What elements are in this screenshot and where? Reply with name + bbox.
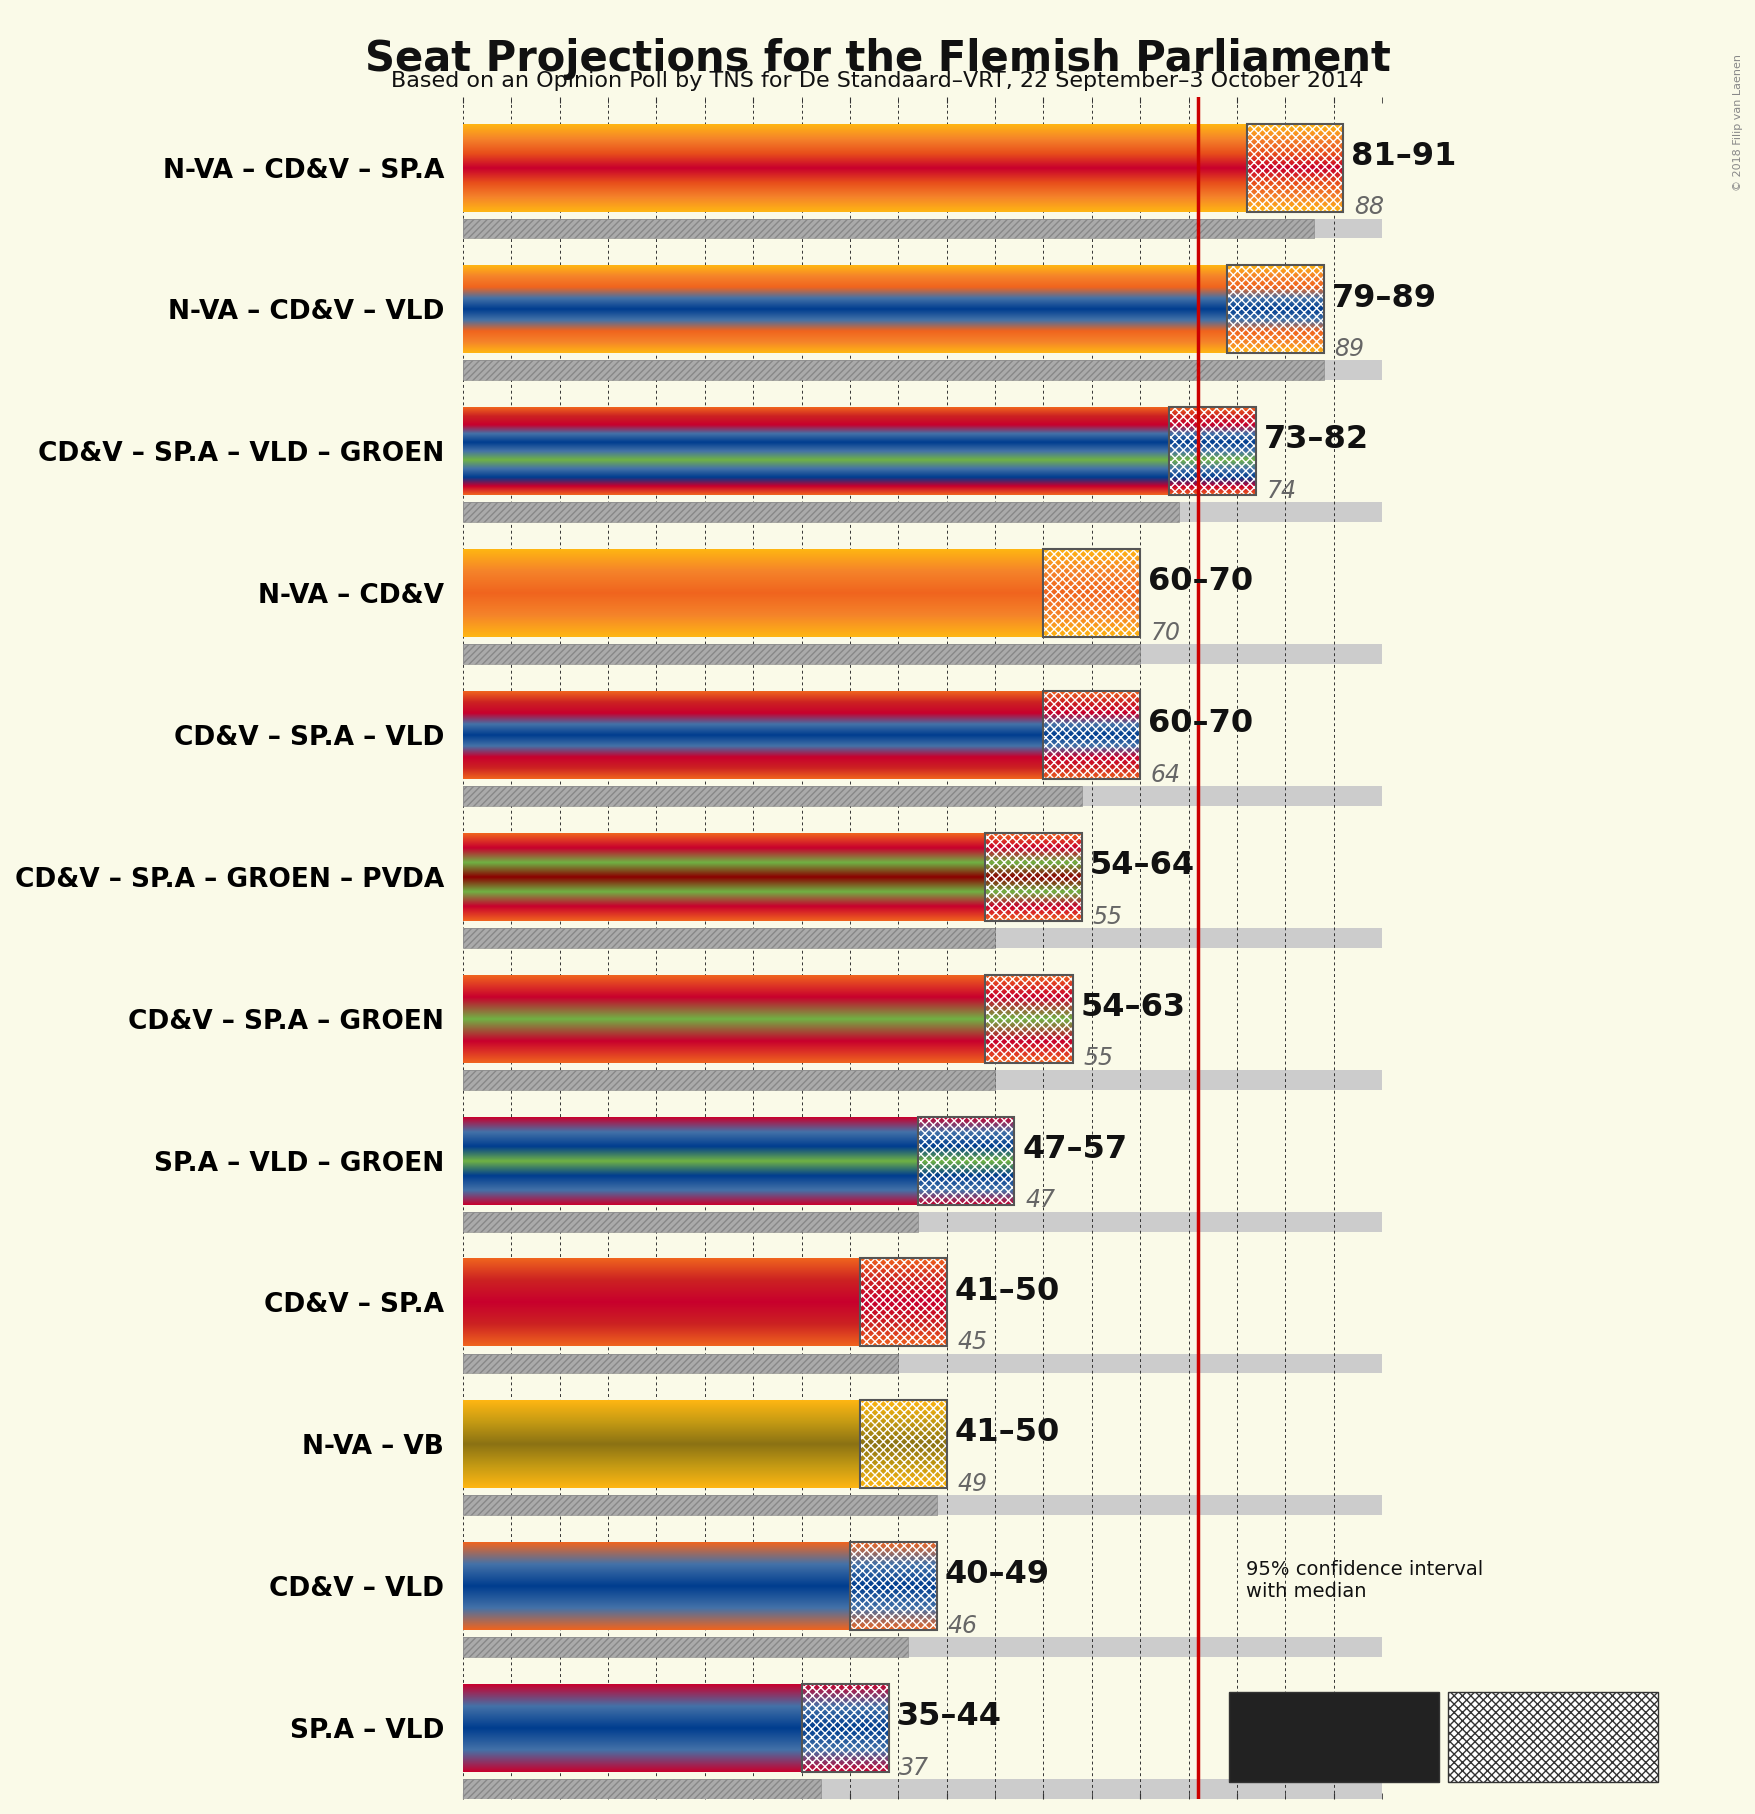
Text: 73–82: 73–82	[1264, 424, 1369, 455]
Bar	[1044, 691, 1141, 778]
Text: 45: 45	[958, 1330, 988, 1355]
Text: 55: 55	[1083, 1047, 1113, 1070]
Bar	[1227, 265, 1323, 354]
Bar	[463, 1070, 1383, 1090]
Bar	[463, 1212, 918, 1232]
Bar	[463, 929, 995, 947]
Text: 88: 88	[1355, 196, 1385, 219]
Bar	[463, 219, 1314, 238]
Text: 79–89: 79–89	[1332, 283, 1437, 314]
Text: 54–63: 54–63	[1081, 992, 1185, 1023]
Bar	[463, 785, 1083, 805]
Text: 49: 49	[958, 1473, 988, 1497]
Bar	[463, 1780, 1383, 1799]
Bar	[1227, 265, 1323, 354]
Bar	[802, 1683, 888, 1772]
Text: 41–50: 41–50	[955, 1417, 1060, 1449]
Text: 41–50: 41–50	[955, 1275, 1060, 1306]
Text: 81–91: 81–91	[1351, 141, 1457, 172]
Text: 47–57: 47–57	[1021, 1134, 1127, 1165]
Bar	[849, 1542, 937, 1631]
Text: © 2018 Filip van Laenen: © 2018 Filip van Laenen	[1732, 54, 1743, 192]
Text: 95% confidence interval
with median: 95% confidence interval with median	[1246, 1560, 1483, 1602]
Bar	[463, 929, 995, 947]
Bar	[463, 785, 1383, 805]
Bar	[918, 1117, 1014, 1204]
Text: Seat Projections for the Flemish Parliament: Seat Projections for the Flemish Parliam…	[365, 38, 1390, 80]
Bar	[463, 1495, 937, 1515]
Text: 60–70: 60–70	[1148, 707, 1253, 738]
Bar	[985, 974, 1072, 1063]
Bar	[1246, 123, 1343, 212]
Bar	[463, 1638, 907, 1658]
Bar	[860, 1259, 946, 1346]
Text: 54–64: 54–64	[1090, 851, 1195, 882]
Bar	[463, 1638, 907, 1658]
Bar	[860, 1400, 946, 1487]
Bar	[463, 1780, 821, 1799]
Bar	[463, 502, 1383, 522]
Text: 74: 74	[1267, 479, 1297, 502]
Bar	[463, 644, 1141, 664]
Bar	[1044, 691, 1141, 778]
Bar	[463, 361, 1383, 381]
Text: 89: 89	[1336, 337, 1365, 361]
Bar	[463, 1353, 899, 1373]
Bar	[802, 1683, 888, 1772]
Text: Based on an Opinion Poll by TNS for De Standaard–VRT, 22 September–3 October 201: Based on an Opinion Poll by TNS for De S…	[391, 71, 1364, 91]
Bar	[1044, 550, 1141, 637]
Bar	[918, 1117, 1014, 1204]
Text: 37: 37	[899, 1756, 930, 1780]
Bar	[463, 1212, 918, 1232]
Text: 47: 47	[1025, 1188, 1055, 1212]
Bar	[463, 1638, 1383, 1658]
Text: 70: 70	[1151, 620, 1181, 644]
Bar	[463, 1070, 995, 1090]
Bar	[463, 785, 1083, 805]
Bar	[1169, 408, 1257, 495]
Bar	[985, 833, 1083, 922]
Text: 60–70: 60–70	[1148, 566, 1253, 597]
Bar	[463, 1495, 1383, 1515]
Bar	[463, 1495, 937, 1515]
Text: 64: 64	[1151, 762, 1181, 787]
Bar	[463, 361, 1323, 381]
Bar	[463, 361, 1323, 381]
Bar	[463, 1353, 899, 1373]
Bar	[463, 644, 1141, 664]
Bar	[1448, 1692, 1658, 1781]
Text: 35–44: 35–44	[897, 1702, 1002, 1732]
Bar	[1246, 123, 1343, 212]
Bar	[860, 1259, 946, 1346]
Bar	[463, 644, 1383, 664]
Text: 40–49: 40–49	[944, 1560, 1049, 1591]
Bar	[463, 502, 1179, 522]
Text: 46: 46	[948, 1614, 978, 1638]
Bar	[1044, 550, 1141, 637]
Bar	[463, 1353, 1383, 1373]
Bar	[463, 1070, 995, 1090]
Bar	[985, 833, 1083, 922]
Bar	[860, 1400, 946, 1487]
Bar	[463, 502, 1179, 522]
Bar	[463, 219, 1314, 238]
Bar	[1228, 1692, 1439, 1781]
Bar	[985, 974, 1072, 1063]
Bar	[849, 1542, 937, 1631]
Bar	[1169, 408, 1257, 495]
Bar	[463, 929, 1383, 947]
Bar	[463, 1212, 1383, 1232]
Bar	[463, 1780, 821, 1799]
Bar	[463, 219, 1383, 238]
Text: 55: 55	[1093, 905, 1123, 929]
